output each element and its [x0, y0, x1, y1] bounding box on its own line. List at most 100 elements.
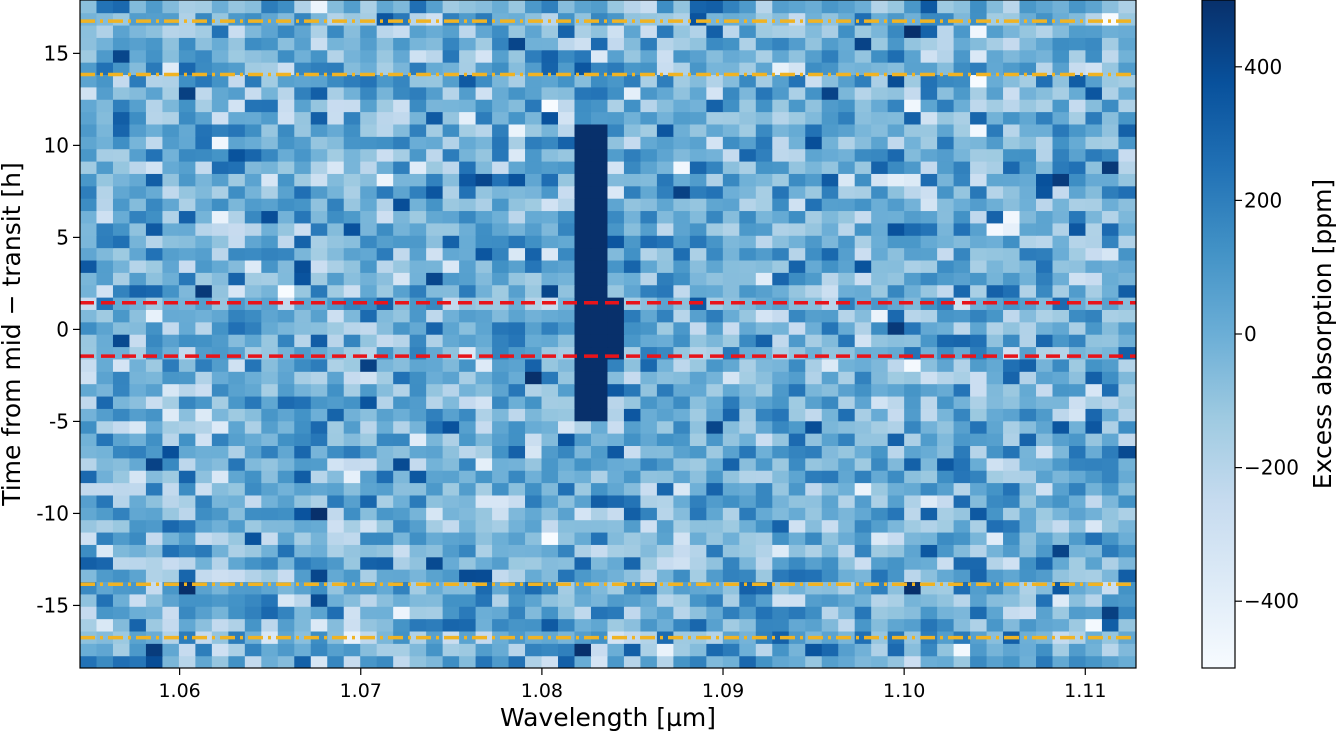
heatmap-cell: [1118, 74, 1136, 88]
heatmap-cell: [970, 593, 988, 607]
heatmap-cell: [1118, 606, 1136, 620]
heatmap-cell: [80, 544, 98, 558]
heatmap-cell: [640, 433, 658, 447]
heatmap-cell: [96, 593, 114, 607]
heatmap-cell: [277, 408, 295, 422]
heatmap-cell: [343, 482, 361, 496]
heatmap-cell: [722, 569, 740, 583]
plot-frame: [79, 0, 1137, 669]
heatmap-cell: [508, 259, 526, 273]
heatmap-cell: [310, 395, 328, 409]
heatmap-cell: [706, 123, 724, 137]
heatmap-cell: [887, 544, 905, 558]
heatmap-cell: [788, 321, 806, 335]
heatmap-cell: [277, 606, 295, 620]
heatmap-cell: [541, 643, 559, 657]
heatmap-cell: [294, 334, 312, 348]
heatmap-cell: [129, 470, 147, 484]
heatmap-cell: [492, 321, 510, 335]
heatmap-cell: [541, 235, 559, 249]
heatmap-cell: [755, 173, 773, 187]
heatmap-cell: [492, 259, 510, 273]
heatmap-cell: [508, 136, 526, 150]
heatmap-cell: [574, 111, 592, 125]
heatmap-cell: [492, 222, 510, 236]
heatmap-cell: [656, 470, 674, 484]
heatmap-cell: [805, 531, 823, 545]
heatmap-cell: [871, 457, 889, 471]
heatmap-cell: [1085, 259, 1103, 273]
heatmap-cell: [508, 433, 526, 447]
heatmap-cell: [673, 593, 691, 607]
heatmap-cell: [558, 593, 576, 607]
heatmap-cell: [310, 74, 328, 88]
heatmap-cell: [541, 0, 559, 14]
heatmap-cell: [558, 272, 576, 286]
heatmap-cell: [145, 198, 164, 212]
heatmap-cell: [310, 358, 328, 372]
heatmap-cell: [508, 445, 526, 459]
heatmap-cell: [739, 371, 757, 385]
heatmap-cell: [623, 62, 642, 76]
heatmap-cell: [1052, 445, 1070, 459]
heatmap-cell: [1085, 531, 1103, 545]
heatmap-cell: [706, 12, 724, 26]
heatmap-cell: [689, 185, 707, 199]
heatmap-cell: [739, 247, 757, 261]
heatmap-cell: [195, 12, 213, 26]
heatmap-cell: [1003, 210, 1021, 224]
heatmap-cell: [145, 86, 164, 100]
heatmap-cell: [854, 62, 872, 76]
heatmap-cell: [1118, 371, 1136, 385]
heatmap-cell: [492, 470, 510, 484]
heatmap-cell: [953, 111, 971, 125]
heatmap-cell: [558, 606, 576, 620]
heatmap-cell: [953, 519, 971, 533]
heatmap-cell: [1052, 136, 1070, 150]
heatmap-cell: [623, 160, 642, 174]
heatmap-cell: [343, 0, 361, 14]
heatmap-cell: [145, 99, 164, 113]
heatmap-cell: [574, 0, 592, 14]
heatmap-cell: [590, 383, 609, 397]
heatmap-cell: [145, 457, 164, 471]
heatmap-cell: [623, 321, 642, 335]
heatmap-cell: [261, 531, 279, 545]
heatmap-cell: [1085, 494, 1103, 508]
heatmap-cell: [525, 198, 543, 212]
heatmap-cell: [953, 37, 971, 51]
heatmap-cell: [508, 470, 526, 484]
heatmap-cell: [129, 123, 147, 137]
heatmap-cell: [129, 185, 147, 199]
heatmap-cell: [788, 383, 806, 397]
heatmap-cell: [129, 408, 147, 422]
heatmap-cell: [492, 383, 510, 397]
heatmap-cell: [228, 272, 246, 286]
heatmap-cell: [145, 0, 164, 14]
heatmap-cell: [805, 494, 823, 508]
heatmap-cell: [409, 494, 427, 508]
heatmap-cell: [706, 643, 724, 657]
heatmap-cell: [871, 272, 889, 286]
heatmap-cell: [277, 371, 295, 385]
heatmap-cell: [1085, 482, 1103, 496]
heatmap-cell: [145, 259, 164, 273]
heatmap-cell: [178, 556, 196, 570]
heatmap-cell: [1036, 334, 1054, 348]
heatmap-cell: [1101, 49, 1120, 63]
heatmap-cell: [920, 210, 938, 224]
heatmap-cell: [228, 433, 246, 447]
heatmap-cell: [343, 86, 361, 100]
heatmap-cell: [228, 235, 246, 249]
heatmap-cell: [426, 371, 444, 385]
heatmap-cell: [656, 556, 674, 570]
heatmap-cell: [970, 470, 988, 484]
heatmap-cell: [195, 247, 213, 261]
heatmap-cell: [294, 470, 312, 484]
heatmap-cell: [871, 643, 889, 657]
heatmap-cell: [1101, 86, 1120, 100]
heatmap-cell: [294, 12, 312, 26]
heatmap-cell: [393, 531, 411, 545]
heatmap-cell: [607, 24, 625, 38]
heatmap-cell: [211, 593, 229, 607]
